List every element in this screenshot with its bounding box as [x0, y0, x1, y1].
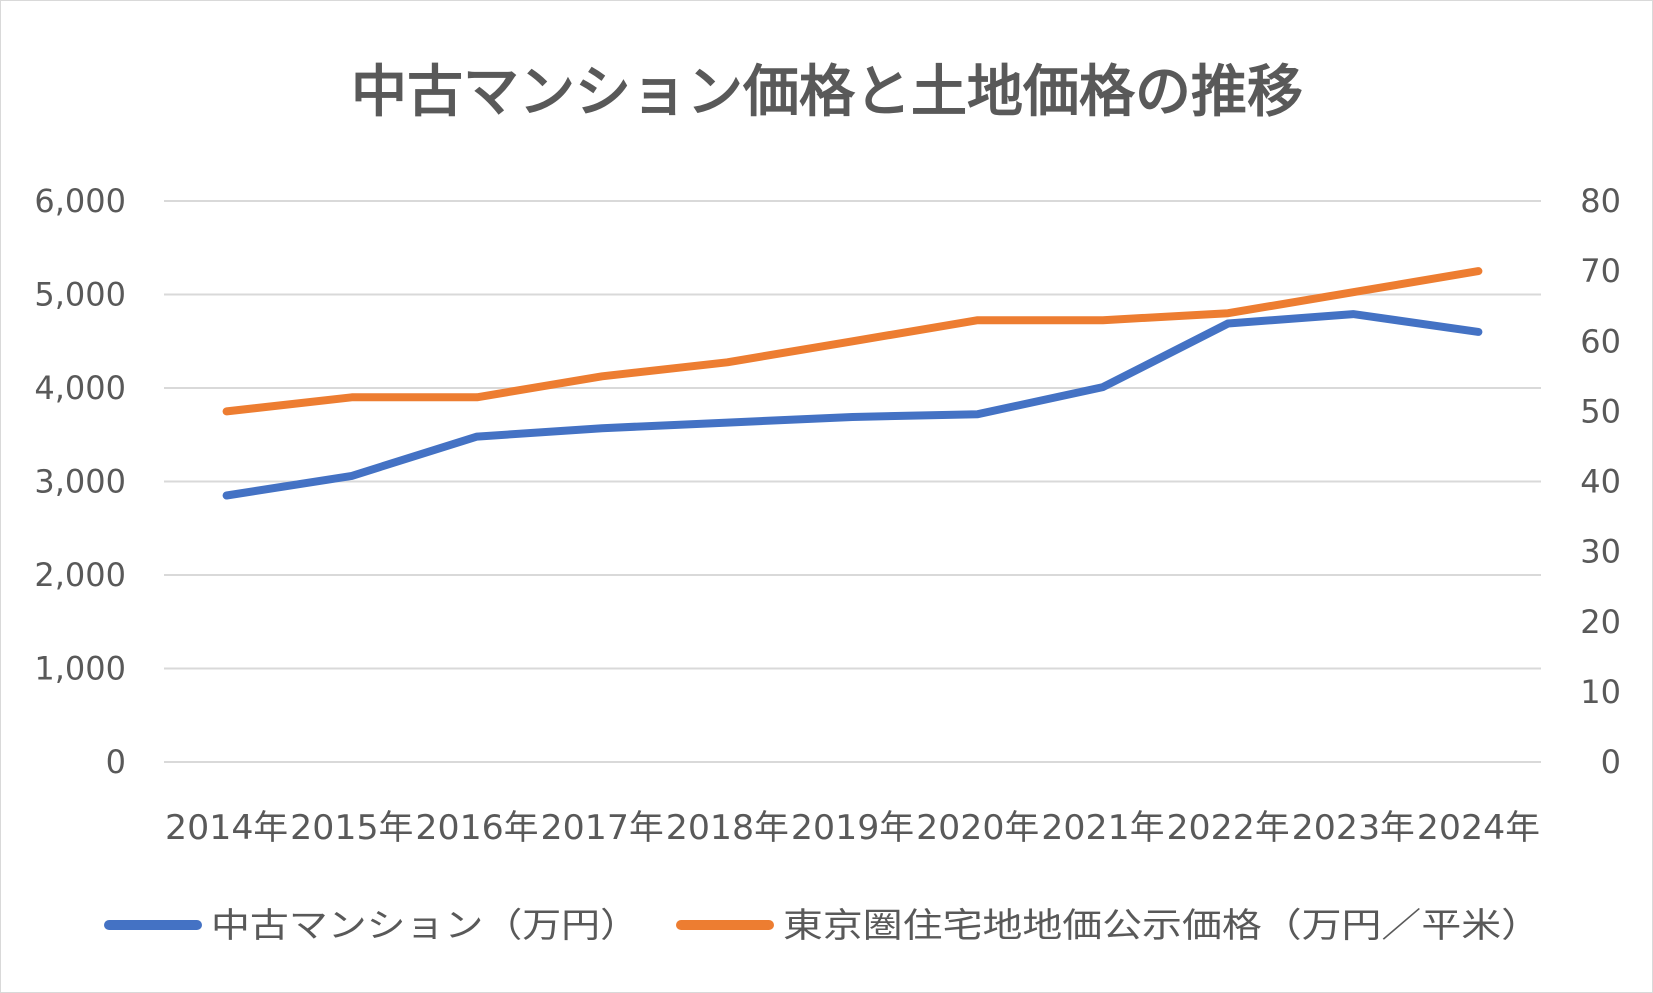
- gridlines: [164, 200, 1541, 763]
- legend: 中古マンション（万円） 東京圏住宅地地価公示価格（万円／平米）: [104, 906, 1541, 946]
- left-y-tick-label: 4,000: [34, 369, 126, 407]
- right-y-tick-label: 40: [1580, 463, 1621, 501]
- left-y-axis: 0 1,000 2,000 3,000 4,000 5,000 6,000: [34, 182, 126, 781]
- right-y-tick-label: 80: [1580, 182, 1621, 220]
- right-y-axis: 0 10 20 30 40 50 60 70 80: [1580, 182, 1621, 781]
- right-y-tick-label: 10: [1580, 673, 1621, 711]
- x-tick-label: 2024年: [1417, 808, 1540, 848]
- x-tick-label: 2019年: [791, 808, 914, 848]
- right-y-tick-label: 70: [1580, 252, 1621, 290]
- left-y-tick-label: 3,000: [34, 463, 126, 501]
- x-axis: 2014年 2015年 2016年 2017年 2018年 2019年 2020年 2021年…: [165, 808, 1540, 848]
- series-line-1: [222, 310, 1483, 500]
- left-y-tick-label: 6,000: [34, 182, 126, 220]
- left-y-tick-label: 5,000: [34, 276, 126, 314]
- right-y-tick-label: 0: [1601, 743, 1621, 781]
- series-line-2: [222, 267, 1483, 416]
- legend-label: 中古マンション（万円）: [211, 906, 639, 946]
- x-tick-label: 2023年: [1292, 808, 1415, 848]
- right-y-tick-label: 20: [1580, 603, 1621, 641]
- legend-label: 東京圏住宅地地価公示価格（万円／平米）: [783, 906, 1541, 946]
- series-lines: [222, 267, 1483, 500]
- left-y-tick-label: 2,000: [34, 556, 126, 594]
- x-tick-label: 2015年: [290, 808, 413, 848]
- x-tick-label: 2021年: [1041, 808, 1164, 848]
- x-tick-label: 2022年: [1166, 808, 1289, 848]
- x-tick-label: 2020年: [916, 808, 1039, 848]
- right-y-tick-label: 50: [1580, 392, 1621, 430]
- x-tick-label: 2016年: [415, 808, 538, 848]
- chart-title: 中古マンション価格と土地価格の推移: [351, 60, 1303, 125]
- left-y-tick-label: 0: [106, 743, 126, 781]
- x-tick-label: 2018年: [666, 808, 789, 848]
- left-y-tick-label: 1,000: [34, 650, 126, 688]
- right-y-tick-label: 60: [1580, 322, 1621, 360]
- x-tick-label: 2017年: [541, 808, 664, 848]
- x-tick-label: 2014年: [165, 808, 288, 848]
- right-y-tick-label: 30: [1580, 533, 1621, 571]
